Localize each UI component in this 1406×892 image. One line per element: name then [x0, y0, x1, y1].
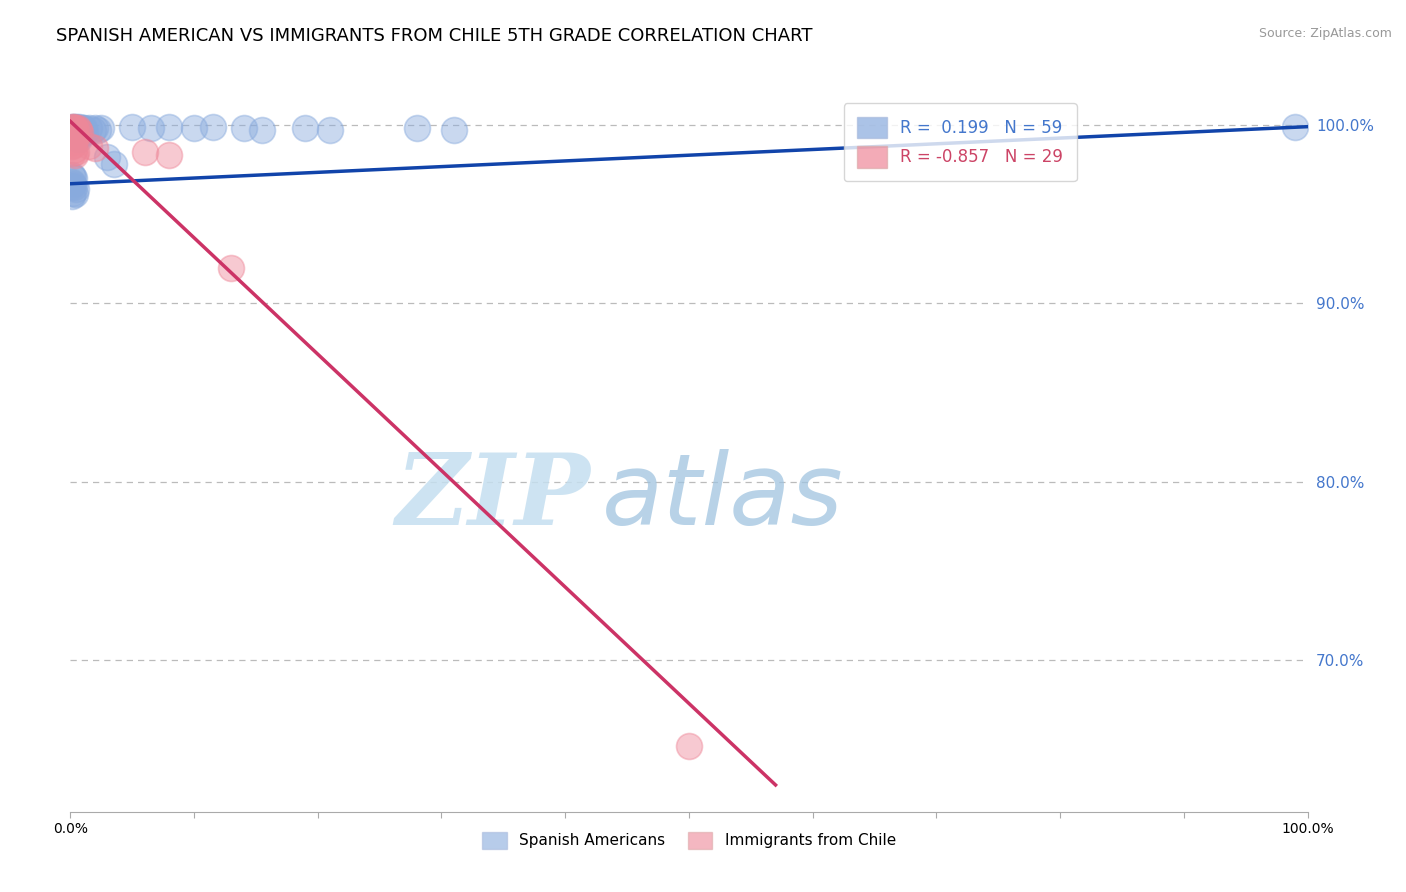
Point — [63, 171, 86, 186]
Point — [63, 180, 86, 194]
Point — [67, 123, 90, 137]
Point — [134, 145, 156, 159]
Point — [84, 121, 107, 136]
Point — [139, 121, 162, 136]
Legend: Spanish Americans, Immigrants from Chile: Spanish Americans, Immigrants from Chile — [477, 825, 901, 855]
Point — [65, 123, 87, 137]
Point — [67, 120, 90, 134]
Point — [60, 178, 83, 193]
Point — [65, 128, 87, 143]
Point — [63, 120, 86, 134]
Point — [1284, 120, 1306, 134]
Point — [69, 121, 91, 136]
Point — [65, 123, 87, 137]
Point — [62, 128, 84, 143]
Text: SPANISH AMERICAN VS IMMIGRANTS FROM CHILE 5TH GRADE CORRELATION CHART: SPANISH AMERICAN VS IMMIGRANTS FROM CHIL… — [56, 27, 813, 45]
Point — [319, 123, 342, 137]
Text: ZIP: ZIP — [395, 449, 591, 545]
Point — [62, 132, 84, 146]
Point — [69, 127, 91, 141]
Point — [65, 187, 87, 202]
Point — [70, 123, 93, 137]
Point — [232, 121, 254, 136]
Point — [62, 186, 84, 200]
Point — [62, 169, 84, 184]
Point — [66, 123, 89, 137]
Point — [60, 168, 83, 182]
Point — [157, 148, 180, 162]
Point — [67, 132, 90, 146]
Text: atlas: atlas — [602, 449, 844, 546]
Point — [62, 146, 84, 161]
Point — [69, 125, 91, 139]
Point — [443, 123, 465, 137]
Point — [183, 121, 205, 136]
Point — [63, 143, 86, 157]
Point — [60, 175, 83, 189]
Point — [60, 139, 83, 153]
Point — [65, 121, 87, 136]
Point — [65, 148, 87, 162]
Point — [201, 120, 224, 134]
Point — [62, 125, 84, 139]
Point — [60, 120, 83, 134]
Point — [62, 121, 84, 136]
Point — [65, 127, 87, 141]
Point — [75, 125, 97, 139]
Point — [82, 123, 104, 137]
Point — [63, 127, 86, 141]
Point — [69, 128, 91, 143]
Point — [90, 121, 112, 136]
Point — [86, 123, 108, 137]
Point — [60, 120, 83, 134]
Point — [65, 130, 87, 145]
Point — [219, 260, 242, 275]
Point — [65, 145, 87, 159]
Point — [77, 121, 100, 136]
Point — [65, 128, 87, 143]
Point — [62, 137, 84, 152]
Point — [63, 120, 86, 134]
Point — [66, 125, 89, 139]
Point — [405, 121, 427, 136]
Point — [60, 136, 83, 150]
Point — [70, 123, 93, 137]
Point — [72, 121, 94, 136]
Point — [66, 121, 89, 136]
Point — [60, 127, 83, 141]
Point — [65, 121, 87, 136]
Point — [65, 120, 87, 134]
Point — [62, 177, 84, 191]
Point — [250, 123, 273, 137]
Point — [157, 120, 180, 134]
Point — [62, 121, 84, 136]
Point — [103, 157, 125, 171]
Point — [121, 120, 143, 134]
Point — [66, 130, 89, 145]
Point — [65, 132, 87, 146]
Point — [294, 121, 316, 136]
Point — [65, 121, 87, 136]
Text: Source: ZipAtlas.com: Source: ZipAtlas.com — [1258, 27, 1392, 40]
Point — [96, 150, 118, 164]
Point — [63, 134, 86, 148]
Point — [77, 139, 100, 153]
Point — [63, 130, 86, 145]
Point — [60, 189, 83, 203]
Point — [73, 121, 96, 136]
Point — [84, 141, 107, 155]
Point — [678, 739, 700, 753]
Point — [65, 182, 87, 196]
Point — [67, 123, 90, 137]
